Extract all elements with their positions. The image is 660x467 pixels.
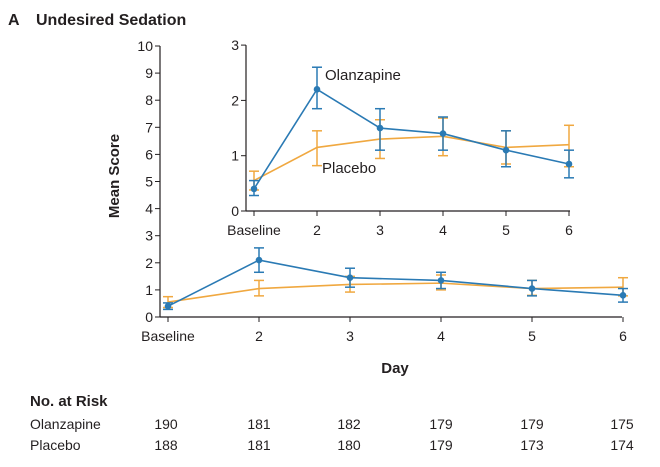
main-y-tick-label: 2 <box>145 255 153 271</box>
main-y-tick-label: 9 <box>145 65 153 81</box>
main-olanzapine-point <box>619 292 627 299</box>
main-y-tick-label: 5 <box>145 174 153 190</box>
risk-value: 179 <box>520 416 544 432</box>
main-x-tick-label: 6 <box>619 328 627 344</box>
risk-value: 182 <box>337 416 361 432</box>
risk-table-title: No. at Risk <box>30 393 108 410</box>
main-olanzapine-point <box>346 274 354 282</box>
main-olanzapine-point <box>255 256 263 264</box>
risk-value: 174 <box>610 437 634 453</box>
inset-y-tick-label: 2 <box>231 92 239 108</box>
main-y-tick-label: 3 <box>145 228 153 244</box>
main-y-tick-label: 7 <box>145 119 153 135</box>
risk-value: 175 <box>610 416 634 432</box>
risk-value: 179 <box>429 437 453 453</box>
x-axis-title: Day <box>381 360 409 377</box>
main-x-tick-label: 3 <box>346 328 354 344</box>
risk-value: 190 <box>154 416 178 432</box>
main-olanzapine-point <box>164 302 172 310</box>
inset-y-tick-label: 0 <box>231 203 239 219</box>
panel-letter: A <box>8 12 20 29</box>
main-x-tick-label: Baseline <box>141 328 195 344</box>
main-x-tick-label: 5 <box>528 328 536 344</box>
risk-table: No. at Risk Olanzapine 190 181 182 179 179 175… <box>30 393 634 453</box>
inset-olanzapine-point <box>313 86 321 93</box>
risk-value: 181 <box>247 416 271 432</box>
inset-plot: 0 1 2 3 Baseline 2 3 4 5 6 <box>227 37 574 238</box>
inset-x-tick-label: 4 <box>439 222 447 238</box>
inset-x-tick-label: 5 <box>502 222 510 238</box>
main-x-tick-label: 2 <box>255 328 263 344</box>
inset-olanzapine-point <box>502 146 510 154</box>
inset-olanzapine-point <box>250 185 258 193</box>
risk-value: 181 <box>247 437 271 453</box>
risk-value: 173 <box>520 437 544 453</box>
inset-x-tick-label: 2 <box>313 222 321 238</box>
inset-x-tick-label: 6 <box>565 222 573 238</box>
risk-row-label: Placebo <box>30 437 81 453</box>
main-y-tick-label: 0 <box>145 309 153 325</box>
y-axis-title: Mean Score <box>106 134 123 218</box>
panel-title: Undesired Sedation <box>36 12 186 29</box>
inset-olanzapine-point <box>565 160 573 168</box>
inset-olanzapine-line <box>253 88 570 190</box>
main-x-tick-label: 4 <box>437 328 445 344</box>
inset-x-tick-label: Baseline <box>227 222 281 238</box>
inset-placebo-line <box>253 135 570 182</box>
inset-x-tick-label: 3 <box>376 222 384 238</box>
olanzapine-series-label: Olanzapine <box>325 67 401 84</box>
risk-value: 179 <box>429 416 453 432</box>
main-y-tick-label: 8 <box>145 92 153 108</box>
inset-y-tick-label: 1 <box>231 148 239 164</box>
risk-value: 188 <box>154 437 178 453</box>
main-olanzapine-line <box>167 259 624 307</box>
inset-olanzapine-point <box>376 124 384 132</box>
main-y-tick-label: 6 <box>145 146 153 162</box>
inset-y-tick-label: 3 <box>231 37 239 53</box>
inset-olanzapine-point <box>439 130 447 137</box>
risk-value: 180 <box>337 437 361 453</box>
main-y-tick-label: 10 <box>137 38 153 54</box>
main-y-tick-label: 4 <box>145 201 153 217</box>
main-y-tick-label: 1 <box>145 282 153 298</box>
risk-row-label: Olanzapine <box>30 416 101 432</box>
main-placebo-line <box>167 282 624 303</box>
main-olanzapine-point <box>528 285 536 292</box>
placebo-series-label: Placebo <box>322 160 376 177</box>
main-olanzapine-point <box>437 277 445 284</box>
